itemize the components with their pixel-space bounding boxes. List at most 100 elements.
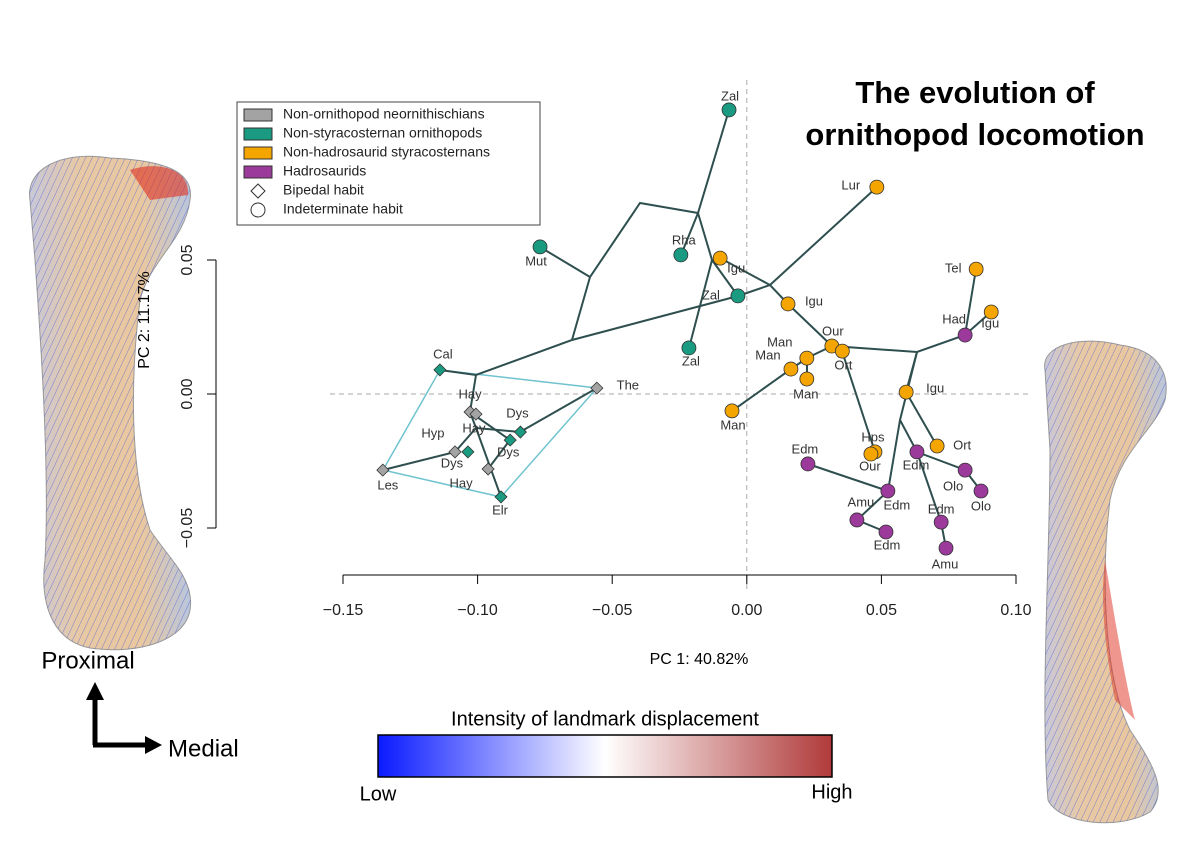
convex-hull (381, 369, 599, 498)
orientation: Proximal Medial (41, 647, 238, 762)
point-label: Ort (953, 437, 971, 452)
point (898, 384, 914, 400)
x-tick-label: −0.05 (592, 602, 633, 619)
branch (571, 186, 878, 341)
point-label: Dys (497, 445, 520, 460)
point (933, 514, 949, 530)
point-label: Hay (458, 386, 482, 401)
point (799, 350, 815, 366)
point-label: Cal (433, 346, 453, 361)
high-displacement (130, 166, 189, 200)
point-label: Edm (928, 502, 955, 517)
point-label: Igu (926, 381, 944, 396)
point (503, 433, 517, 447)
x-axis-label: PC 1: 40.82% (650, 651, 749, 668)
medial-label: Medial (168, 735, 239, 762)
point-label: The (617, 378, 639, 393)
colorbar-high: High (811, 781, 852, 803)
legend-label: Non-ornithopod neornithischians (283, 106, 485, 122)
point-label: Olo (971, 498, 991, 513)
point-label: Olo (943, 479, 963, 494)
point (721, 102, 737, 118)
point (783, 361, 799, 377)
point-label: Had (942, 311, 966, 326)
high-displacement (1103, 560, 1135, 720)
point-label: Our (822, 323, 844, 338)
point (869, 179, 885, 195)
point (461, 445, 475, 459)
legend-swatch (243, 108, 273, 122)
arrow-head (86, 682, 104, 700)
right-bone (1044, 340, 1167, 824)
point (724, 403, 740, 419)
point (532, 239, 548, 255)
displacement-vectors (1044, 341, 1167, 823)
point (780, 296, 796, 312)
point (800, 456, 816, 472)
title-line: ornithopod locomotion (805, 117, 1144, 152)
point-label: Elr (492, 502, 509, 517)
legend-label: Bipedal habit (283, 182, 364, 198)
point-label: Edm (874, 537, 901, 552)
point-label: Hps (861, 429, 885, 444)
point-label: Man (755, 348, 780, 363)
point (469, 407, 483, 421)
x-tick-label: 0.00 (731, 602, 762, 619)
point-label: Igu (727, 261, 745, 276)
legend-label: Hadrosaurids (283, 163, 366, 179)
branch (688, 259, 713, 349)
point-label: Les (377, 478, 398, 493)
point (681, 340, 697, 356)
point (834, 343, 850, 359)
point-label: Amu (932, 557, 959, 572)
point (957, 462, 973, 478)
point (730, 288, 746, 304)
x-tick-label: −0.15 (323, 602, 364, 619)
point (448, 445, 462, 459)
point (494, 490, 508, 504)
branch (468, 374, 502, 498)
point (376, 463, 390, 477)
point (863, 446, 879, 462)
colorbar-low: Low (360, 783, 397, 805)
proximal-label: Proximal (41, 647, 134, 674)
branch (539, 201, 699, 279)
legend-box (236, 101, 541, 226)
branch (807, 419, 901, 493)
colorbar-title: Intensity of landmark displacement (451, 708, 759, 730)
point-label: Edm (903, 457, 930, 472)
x-tick-label: 0.10 (1000, 602, 1031, 619)
point-label: Amu (848, 494, 875, 509)
point (983, 304, 999, 320)
x-tick-label: −0.10 (457, 602, 498, 619)
point-label: Ort (834, 358, 852, 373)
legend-label: Non-hadrosaurid styracosternans (283, 144, 490, 160)
y-tick-label: −0.05 (179, 508, 196, 549)
left-bone (29, 155, 192, 651)
point (929, 438, 945, 454)
point-label: Lur (841, 178, 860, 193)
point-label: Igu (805, 293, 823, 308)
point (513, 425, 527, 439)
point (968, 261, 984, 277)
point (909, 444, 925, 460)
point-label: Man (767, 335, 792, 350)
point-label: Mut (525, 253, 547, 268)
point-label: Zal (682, 353, 700, 368)
point-label: Our (859, 458, 881, 473)
legend-swatch (243, 127, 273, 141)
displacement-vectors (29, 156, 191, 650)
legend-label: Indeterminate habit (283, 201, 403, 217)
legend-swatch (243, 146, 273, 160)
legend: Non-ornithopod neornithischians Non-styra… (236, 101, 541, 226)
point (938, 540, 954, 556)
point (481, 462, 495, 476)
point-label: Hyp (421, 425, 444, 440)
point-label: Tel (945, 261, 962, 276)
point-label: Edm (883, 497, 910, 512)
point (880, 483, 896, 499)
point (799, 371, 815, 387)
point (957, 327, 973, 343)
point (433, 363, 447, 377)
